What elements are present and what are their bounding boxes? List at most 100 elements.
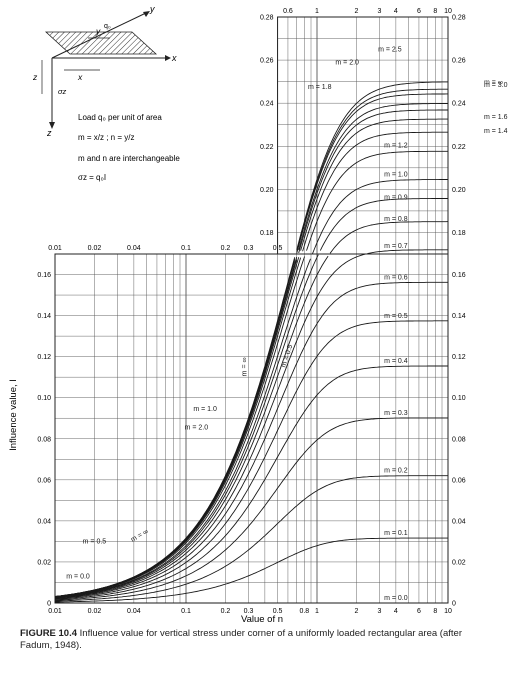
upper-y-tick-label: 0.24 — [260, 101, 274, 108]
chart-curves — [54, 81, 449, 604]
curve-label-top-0: m = 2.5 — [378, 46, 402, 53]
x-arrowhead — [165, 55, 171, 61]
lower-x-tick-label: 0.5 — [273, 608, 283, 615]
lower-x-tick-label: 8 — [433, 608, 437, 615]
lower-y-tick-label: 0.10 — [37, 395, 51, 402]
figure-number: FIGURE 10.4 — [20, 628, 78, 639]
upper-right-tick-label: 0.20 — [452, 187, 466, 194]
upper-y-tick-label: 0.20 — [260, 187, 274, 194]
lower-y-tick-label: 0.06 — [37, 477, 51, 484]
curve-lower-8 — [54, 255, 329, 599]
lower-x-tick-label: 6 — [417, 608, 421, 615]
curve-label-6: m = 0.6 — [384, 275, 408, 282]
lower-x-tick-label: 0.2 — [221, 608, 231, 615]
curve-upper-16 — [296, 93, 448, 254]
curve-upper-12 — [302, 131, 448, 252]
lower-x-tick-label: 0.3 — [244, 608, 254, 615]
curve-upper-17 — [296, 88, 448, 252]
curve-label-outside-1: m = 3.0 — [484, 82, 508, 89]
lower-y-tick-label: 0.12 — [37, 354, 51, 361]
y-axis-label: Influence value, I — [8, 379, 19, 451]
upper-x-tick-label: 0.6 — [283, 8, 293, 15]
upper-y-tick-label: 0.18 — [260, 230, 274, 237]
curve-upper-11 — [306, 150, 448, 251]
lower-right-tick-label: 0.02 — [452, 559, 466, 566]
curve-label-upper-1: m = 0.8 — [384, 216, 408, 223]
legend-load: Load q₀ per unit of area — [78, 113, 162, 122]
lower-right-tick-label: 0.14 — [452, 313, 466, 320]
lower-x-tick-label: 0.02 — [88, 608, 102, 615]
lower-plot-frame — [54, 253, 449, 604]
lower-right-tick-label: 0.12 — [452, 354, 466, 361]
curve-lower-5 — [54, 320, 448, 600]
lower-x-tick-label: 0.8 — [299, 608, 309, 615]
loaded-rectangle — [44, 31, 158, 55]
upper-right-tick-label: 0.28 — [452, 15, 466, 22]
chart-ticks: 0.01 0.02 0.04 0.1 0.2 0.3 0.5 0.8 1 2 3 4 6 8 100.01 0… — [37, 8, 465, 615]
upper-x-tick-label: 6 — [417, 8, 421, 15]
curve-lower-4 — [54, 365, 448, 600]
curve-label-3: m = 0.3 — [384, 410, 408, 417]
load-tag: q₀ — [104, 23, 111, 30]
lower-y-tick-label: 0 — [47, 601, 51, 608]
legend-interchangeable: m and n are interchangeable — [78, 154, 180, 163]
curve-label-upper-0: m = 0.7 — [384, 243, 408, 250]
loaded-area-sketch: x y z x z y q₀ σz — [32, 4, 177, 138]
lower-x-tick-label: 0.04 — [127, 608, 141, 615]
lower-x-tick-label: 1 — [315, 608, 319, 615]
upper-x-tick-label: 8 — [433, 8, 437, 15]
curve-upper-15 — [298, 103, 448, 251]
upper-y-tick-label: 0.28 — [260, 15, 274, 22]
lower-x-tick-label: 10 — [444, 608, 452, 615]
upper-right-tick-label: 0.26 — [452, 58, 466, 65]
legend-mn-definition: m = x/z ; n = y/z — [78, 133, 134, 142]
upper-right-tick-label: 0.22 — [452, 144, 466, 151]
lower-top-tick-label: 0.01 — [48, 245, 62, 252]
lower-x-tick-label: 0.01 — [48, 608, 62, 615]
upper-x-tick-label: 2 — [354, 8, 358, 15]
curve-lower-3 — [54, 417, 448, 601]
curve-label-outside-0: m = ∞ — [484, 80, 503, 87]
x-axis-label: Value of n — [241, 614, 283, 625]
x-axis-tag: x — [171, 53, 177, 63]
stress-tag: σz — [58, 87, 67, 96]
lower-x-tick-label: 3 — [378, 608, 382, 615]
lower-right-tick-label: 0.16 — [452, 272, 466, 279]
lower-right-tick-label: 0.08 — [452, 436, 466, 443]
legend-stress-formula: σz = q₀I — [78, 173, 106, 182]
lower-top-tick-label: 0.04 — [127, 245, 141, 252]
curve-upper-10 — [311, 179, 448, 255]
figure-caption: FIGURE 10.4 Influence value for vertical… — [20, 628, 490, 652]
curve-label-0: m = 0.0 — [384, 595, 408, 602]
upper-x-tick-label: 4 — [394, 8, 398, 15]
lower-top-tick-label: 0.02 — [88, 245, 102, 252]
lower-top-tick-label: 0.3 — [244, 245, 254, 252]
curve-upper-9 — [319, 198, 448, 251]
lower-x-tick-label: 2 — [354, 608, 358, 615]
y-axis-tag: y — [149, 4, 155, 14]
z-axis-tag: z — [46, 128, 52, 138]
lower-top-tick-label: 0.1 — [181, 245, 191, 252]
curve-label-mid-1: m = 2.0 — [185, 425, 209, 432]
curve-upper-7 — [367, 249, 448, 255]
lower-y-tick-label: 0.16 — [37, 272, 51, 279]
curve-label-upper-3: m = 1.0 — [384, 171, 408, 178]
upper-x-tick-label: 1 — [315, 8, 319, 15]
curve-label-upper-2: m = 0.9 — [384, 194, 408, 201]
curve-upper-18 — [296, 81, 448, 250]
x-dimension-tag: x — [77, 72, 83, 82]
chart-curve-labels: m = 0.0 m = 0.1 m = 0.2 m = 0.3 m = 0.4 m = 0… — [66, 46, 507, 602]
curve-label-4: m = 0.4 — [384, 358, 408, 365]
lower-y-tick-label: 0.04 — [37, 518, 51, 525]
curve-lower-15 — [54, 256, 298, 598]
upper-plot-frame — [277, 16, 449, 255]
lower-right-tick-label: 0.06 — [452, 477, 466, 484]
curve-label-lower-left-1: m = 0.0 — [66, 573, 90, 580]
z-arrowhead — [49, 122, 55, 129]
lower-right-tick-label: 0.10 — [452, 395, 466, 402]
upper-right-tick-label: 0.24 — [452, 101, 466, 108]
z-dimension-tag: z — [32, 72, 38, 82]
curve-lower-18 — [54, 257, 296, 597]
upper-x-tick-label: 3 — [378, 8, 382, 15]
